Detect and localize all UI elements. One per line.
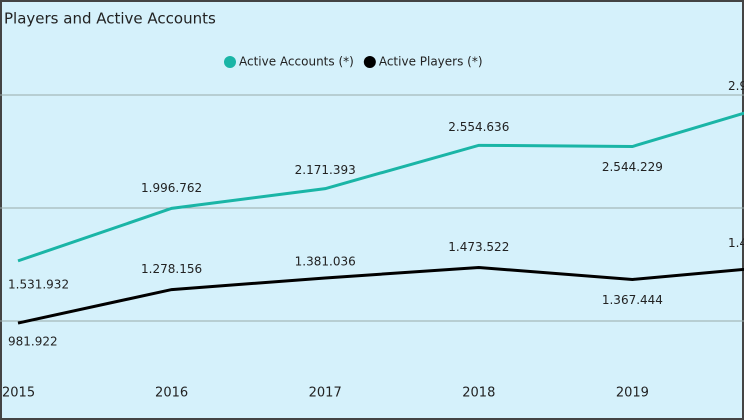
data-label: 1.381.036 (295, 254, 356, 268)
legend-label: Active Players (*) (379, 55, 483, 69)
data-label: 2.554.636 (448, 120, 509, 134)
x-tick-label: 2016 (155, 386, 188, 401)
x-tick-label: 2019 (616, 386, 649, 401)
chart-title: Players and Active Accounts (4, 10, 216, 28)
data-label: 1.278.156 (141, 262, 202, 276)
legend-marker (363, 56, 376, 68)
legend-label: Active Accounts (*) (239, 55, 354, 69)
x-tick-label: 2018 (462, 386, 495, 401)
data-label: 1.367.444 (602, 293, 663, 307)
data-label: 1.4 (728, 236, 744, 250)
series-line (17, 265, 744, 325)
data-label: 1.531.932 (8, 277, 69, 291)
data-label: 1.996.762 (141, 181, 202, 195)
series-line (17, 111, 744, 263)
data-label: 2.9 (728, 79, 744, 93)
data-label: 2.171.393 (295, 163, 356, 177)
x-tick-label: 2015 (2, 386, 35, 401)
data-label: 2.544.229 (602, 160, 663, 174)
legend-marker (224, 56, 236, 68)
x-tick-label: 2017 (309, 386, 342, 401)
data-label: 981.922 (8, 335, 58, 349)
data-label: 1.473.522 (448, 240, 509, 254)
